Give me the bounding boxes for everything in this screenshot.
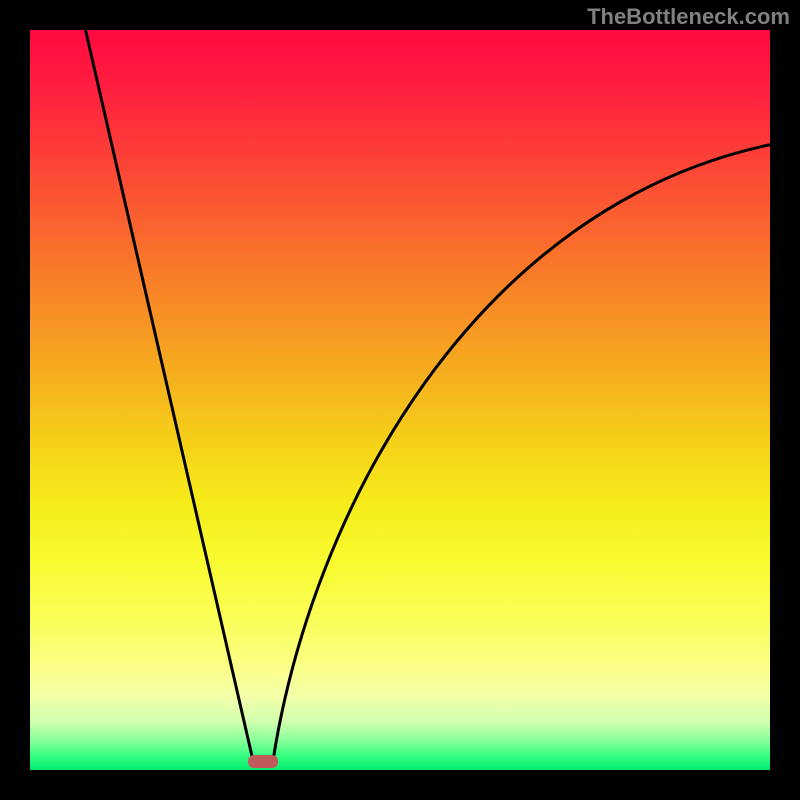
bottleneck-curve bbox=[0, 0, 800, 800]
chart-canvas: TheBottleneck.com bbox=[0, 0, 800, 800]
optimum-marker bbox=[248, 755, 278, 768]
